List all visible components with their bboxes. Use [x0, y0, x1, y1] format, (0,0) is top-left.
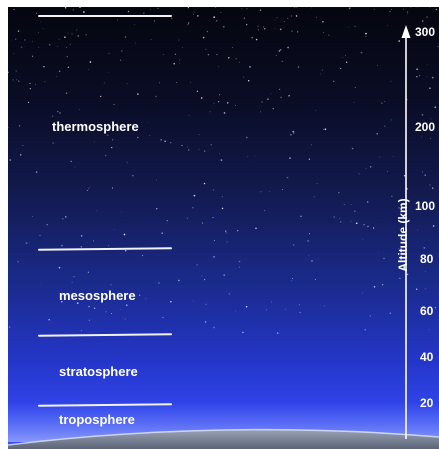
tick-label-200: 200 [415, 120, 436, 134]
layer-label-mesosphere: mesosphere [59, 288, 136, 303]
layer-label-stratosphere: stratosphere [59, 364, 138, 379]
starfield [8, 7, 439, 337]
earth-horizon [8, 402, 439, 449]
tick-label-60: 60 [420, 304, 434, 318]
sky-background: thermosphere mesosphere stratosphere tro… [8, 7, 439, 449]
altitude-axis [401, 25, 411, 439]
tick-label-100: 100 [415, 199, 436, 213]
layer-label-thermosphere: thermosphere [52, 119, 139, 134]
boundary-top-line [38, 15, 172, 17]
tick-label-40: 40 [420, 350, 434, 364]
tick-label-80: 80 [420, 252, 434, 266]
layer-label-troposphere: troposphere [59, 412, 135, 427]
altitude-axis-arrowhead [401, 25, 411, 38]
altitude-axis-title: Altitude (km) [396, 198, 410, 272]
tick-label-300: 300 [415, 25, 436, 39]
tick-label-20: 20 [420, 396, 434, 410]
